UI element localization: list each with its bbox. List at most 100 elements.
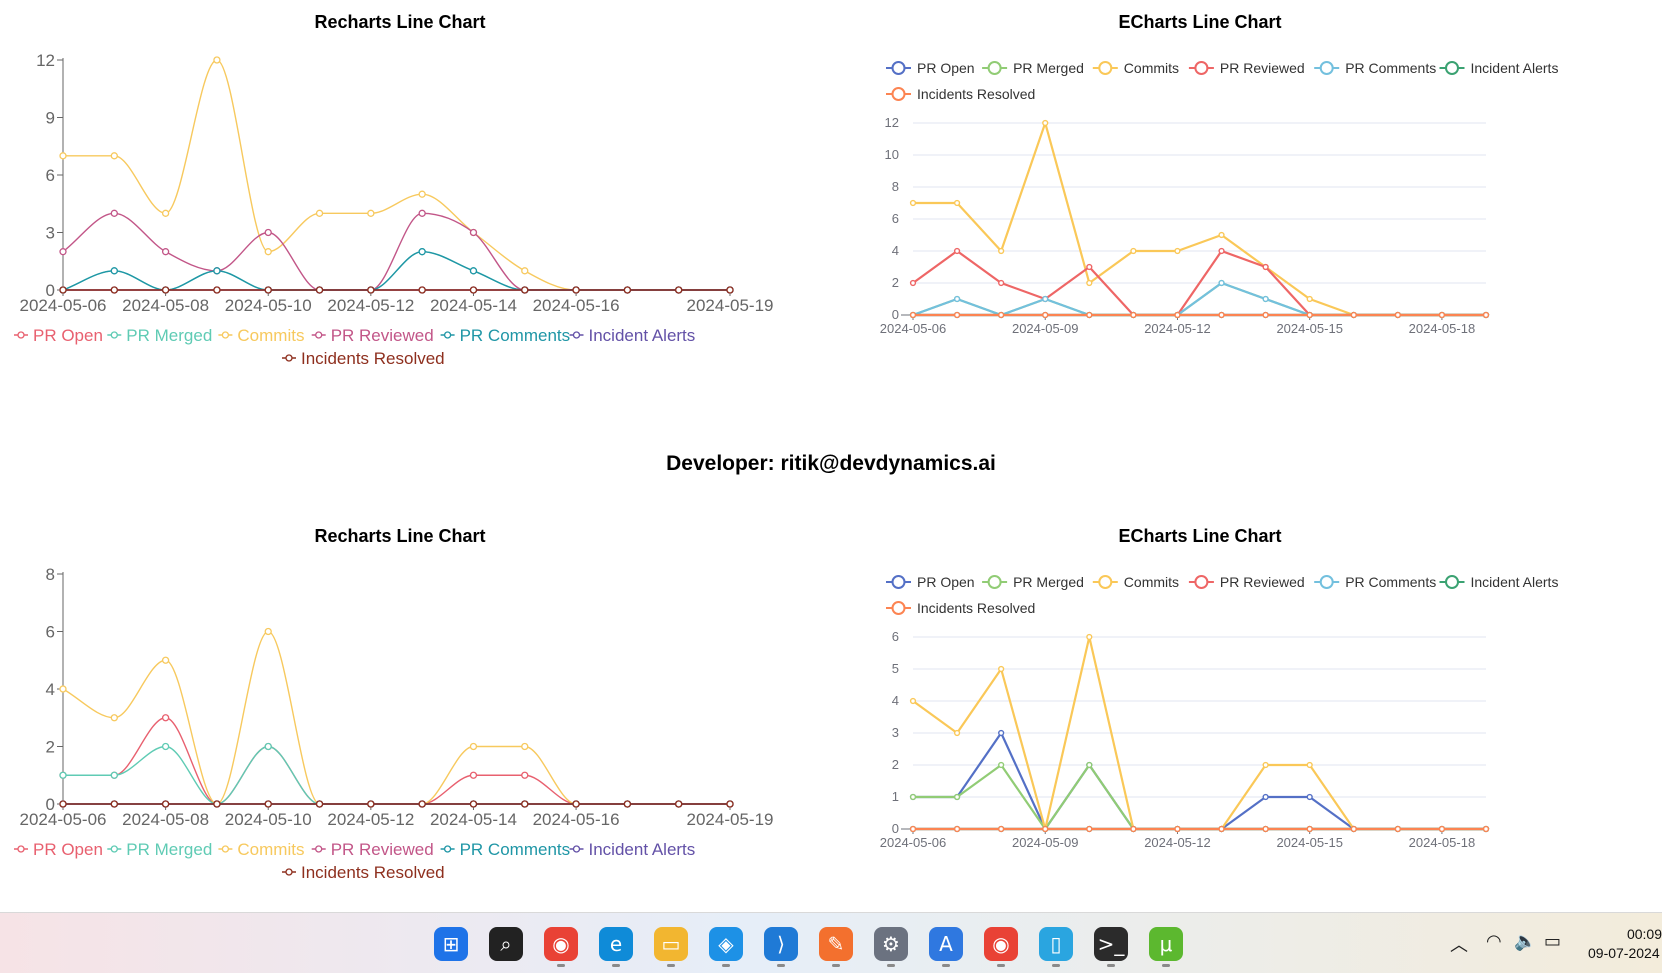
utorrent-icon[interactable]: μ: [1149, 927, 1183, 961]
data-point: [418, 800, 426, 808]
data-point: [59, 286, 67, 294]
data-point: [213, 286, 221, 294]
data-point: [1262, 295, 1269, 303]
y-tick-label: 6: [46, 623, 55, 642]
data-point: [418, 209, 426, 217]
legend-item: Incident Alerts: [569, 326, 696, 345]
y-tick-label: 4: [46, 680, 55, 699]
data-point: [1306, 793, 1313, 801]
data-point: [367, 286, 375, 294]
chart-title: Recharts Line Chart: [314, 526, 486, 546]
legend-item: PR Merged: [107, 326, 212, 345]
legend-marker-icon: [891, 87, 906, 101]
legend-item: PR Comments: [1314, 574, 1436, 590]
data-point: [1262, 793, 1269, 801]
legend-marker-icon: [315, 845, 323, 853]
x-tick-label: 2024-05-09: [1012, 835, 1078, 850]
legend-label: Incident Alerts: [1471, 574, 1559, 590]
data-point: [521, 267, 529, 275]
data-point: [909, 199, 917, 207]
chrome-profile-icon[interactable]: ◉: [984, 927, 1018, 961]
running-indicator: [1162, 964, 1170, 967]
data-point: [1086, 761, 1093, 769]
data-point: [1086, 311, 1093, 319]
y-tick-label: 10: [885, 147, 899, 162]
data-point: [1086, 633, 1093, 641]
data-point: [521, 742, 529, 751]
data-point: [1394, 311, 1401, 319]
windows-start-icon[interactable]: ⊞: [434, 927, 468, 961]
data-point: [59, 248, 67, 256]
legend-item: Commits: [1092, 574, 1179, 590]
data-point: [572, 800, 580, 808]
running-indicator: [887, 964, 895, 967]
data-point: [161, 656, 170, 664]
data-point: [264, 228, 272, 237]
legend-label: PR Reviewed: [1220, 574, 1305, 590]
data-point: [161, 248, 170, 256]
legend-marker-icon: [1098, 575, 1113, 589]
data-point: [264, 286, 272, 294]
y-tick-label: 9: [46, 109, 55, 128]
clock[interactable]: 00:09 09-07-2024: [1588, 925, 1662, 963]
chevron-up-icon[interactable]: ︿: [1450, 935, 1468, 956]
chart-title: ECharts Line Chart: [1118, 12, 1282, 32]
legend-marker-icon: [17, 331, 25, 339]
data-point: [1306, 311, 1313, 319]
data-point: [161, 800, 170, 808]
data-point: [1306, 295, 1313, 303]
legend-label: PR Open: [917, 60, 975, 76]
legend-marker-icon: [1098, 61, 1113, 75]
data-point: [953, 199, 961, 207]
legend-label: Commits: [1124, 60, 1179, 76]
data-point: [1218, 311, 1225, 319]
data-point: [418, 190, 426, 198]
series-line: [913, 731, 1486, 831]
docker-icon[interactable]: ◈: [709, 927, 743, 961]
x-tick-label: 2024-05-06: [880, 321, 947, 336]
x-tick-label: 2024-05-06: [20, 296, 107, 315]
data-point: [1482, 825, 1490, 833]
legend-item: PR Open: [886, 60, 975, 76]
volume-icon[interactable]: 🔈: [1514, 931, 1537, 952]
data-point: [469, 228, 478, 237]
clock-date: 09-07-2024: [1588, 945, 1660, 961]
legend-label: Incidents Resolved: [301, 349, 445, 368]
legend-marker-icon: [891, 575, 906, 589]
postman-icon[interactable]: ✎: [819, 927, 853, 961]
notepad-icon[interactable]: ▯: [1039, 927, 1073, 961]
y-tick-label: 2: [46, 738, 55, 757]
data-point: [1262, 825, 1269, 833]
legend-label: PR Merged: [126, 326, 212, 345]
x-tick-label: 2024-05-19: [687, 296, 774, 315]
file-explorer-icon[interactable]: ▭: [654, 927, 688, 961]
search-icon[interactable]: ⌕: [489, 927, 523, 961]
chrome-icon[interactable]: ◉: [544, 927, 578, 961]
y-tick-label: 8: [892, 179, 899, 194]
data-point: [59, 800, 67, 808]
legend-label: PR Open: [33, 840, 103, 859]
x-tick-label: 2024-05-19: [687, 810, 774, 829]
wifi-icon[interactable]: ◠: [1486, 931, 1502, 952]
legend-item: Incidents Resolved: [282, 863, 445, 882]
legend-label: Incident Alerts: [589, 326, 696, 345]
vscode-icon[interactable]: ⟩: [764, 927, 798, 961]
legend-marker-icon: [1194, 61, 1209, 75]
battery-icon[interactable]: ▭: [1544, 931, 1562, 952]
data-point: [1350, 825, 1357, 833]
app-store-icon[interactable]: A: [929, 927, 963, 961]
data-point: [1438, 825, 1446, 833]
running-indicator: [1107, 964, 1115, 967]
x-tick-label: 2024-05-06: [880, 835, 947, 850]
y-tick-label: 6: [46, 166, 55, 185]
legend-label: PR Reviewed: [1220, 60, 1305, 76]
terminal-icon[interactable]: >_: [1094, 927, 1128, 961]
edge-icon[interactable]: e: [599, 927, 633, 961]
data-point: [161, 209, 170, 217]
data-point: [909, 279, 917, 287]
x-tick-label: 2024-05-15: [1276, 835, 1343, 850]
legend-marker-icon: [891, 601, 906, 615]
settings-gear-icon[interactable]: ⚙: [874, 927, 908, 961]
legend-label: Incident Alerts: [1471, 60, 1559, 76]
data-point: [909, 793, 917, 801]
